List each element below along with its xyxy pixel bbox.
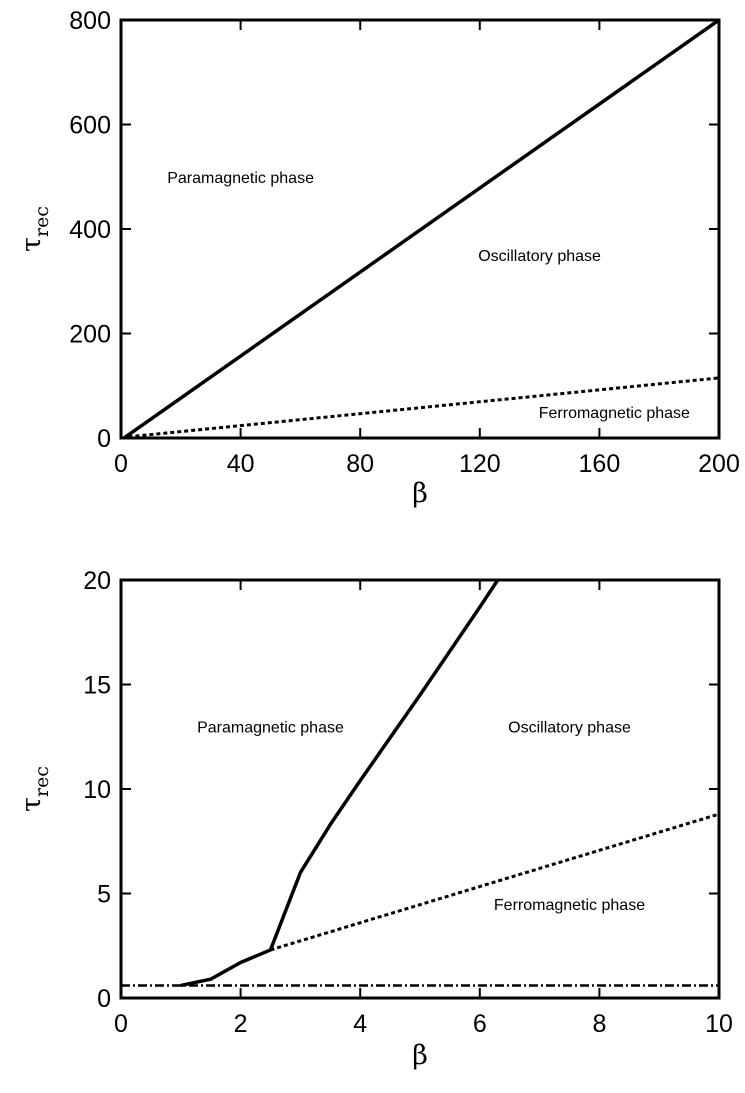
top-x-tick-label: 80 — [346, 450, 374, 478]
top-x-tick-label: 200 — [698, 450, 740, 478]
bottom-x-axis-label: β — [412, 1040, 428, 1071]
bottom-x-tick-label: 8 — [592, 1010, 606, 1038]
bottom-x-tick-label: 10 — [705, 1010, 733, 1038]
top-y-tick-label: 400 — [69, 216, 111, 244]
bottom-series-dotted — [270, 812, 719, 952]
top-x-axis-label: β — [412, 478, 428, 509]
top-y-axis-label-main: τ — [16, 237, 47, 252]
bottom-y-axis-label-main: τ — [16, 797, 47, 812]
bottom-plot-frame — [119, 578, 721, 1000]
top-series-solid — [122, 20, 719, 438]
bottom-y-tick-label: 5 — [97, 881, 111, 909]
top-x-tick-label: 120 — [459, 450, 501, 478]
bottom-x-tick-label: 2 — [234, 1010, 248, 1038]
top-region-label: Oscillatory phase — [478, 248, 601, 265]
bottom-y-tick-label: 10 — [83, 776, 111, 804]
top-y-tick-label: 200 — [69, 321, 111, 349]
bottom-y-axis-label: τrec — [16, 766, 53, 812]
top-series-dotted — [128, 376, 719, 438]
bottom-x-tick-label: 6 — [473, 1010, 487, 1038]
bottom-x-tick-label: 4 — [353, 1010, 367, 1038]
top-y-axis-label: τrec — [16, 206, 53, 252]
top-y-axis-label-sub: rec — [31, 206, 53, 237]
bottom-y-tick-label: 0 — [97, 985, 111, 1013]
bottom-series-solid — [180, 580, 500, 988]
bottom-y-tick-label: 15 — [83, 672, 111, 700]
top-chart: 0 40 80 120 160 200 0 200 400 600 800 β τrec Paramagn… — [16, 7, 740, 509]
bottom-y-tick-label: 20 — [83, 567, 111, 595]
top-x-tick-label: 160 — [579, 450, 621, 478]
bottom-chart: 0 2 4 6 8 10 0 5 10 15 20 β τrec Paramagnetic phase Os… — [16, 567, 733, 1071]
bottom-y-axis-label-sub: rec — [31, 766, 53, 797]
top-y-tick-label: 0 — [97, 425, 111, 453]
top-x-tick-label: 40 — [227, 450, 255, 478]
top-x-tick-label: 0 — [114, 450, 128, 478]
bottom-region-label: Oscillatory phase — [508, 719, 631, 736]
top-region-label: Paramagnetic phase — [167, 170, 314, 187]
bottom-x-tick-label: 0 — [114, 1010, 128, 1038]
top-y-tick-label: 800 — [69, 7, 111, 35]
bottom-region-label: Ferromagnetic phase — [494, 897, 645, 914]
top-region-label: Ferromagnetic phase — [539, 405, 690, 422]
bottom-region-label: Paramagnetic phase — [197, 719, 344, 736]
top-y-tick-label: 600 — [69, 112, 111, 140]
